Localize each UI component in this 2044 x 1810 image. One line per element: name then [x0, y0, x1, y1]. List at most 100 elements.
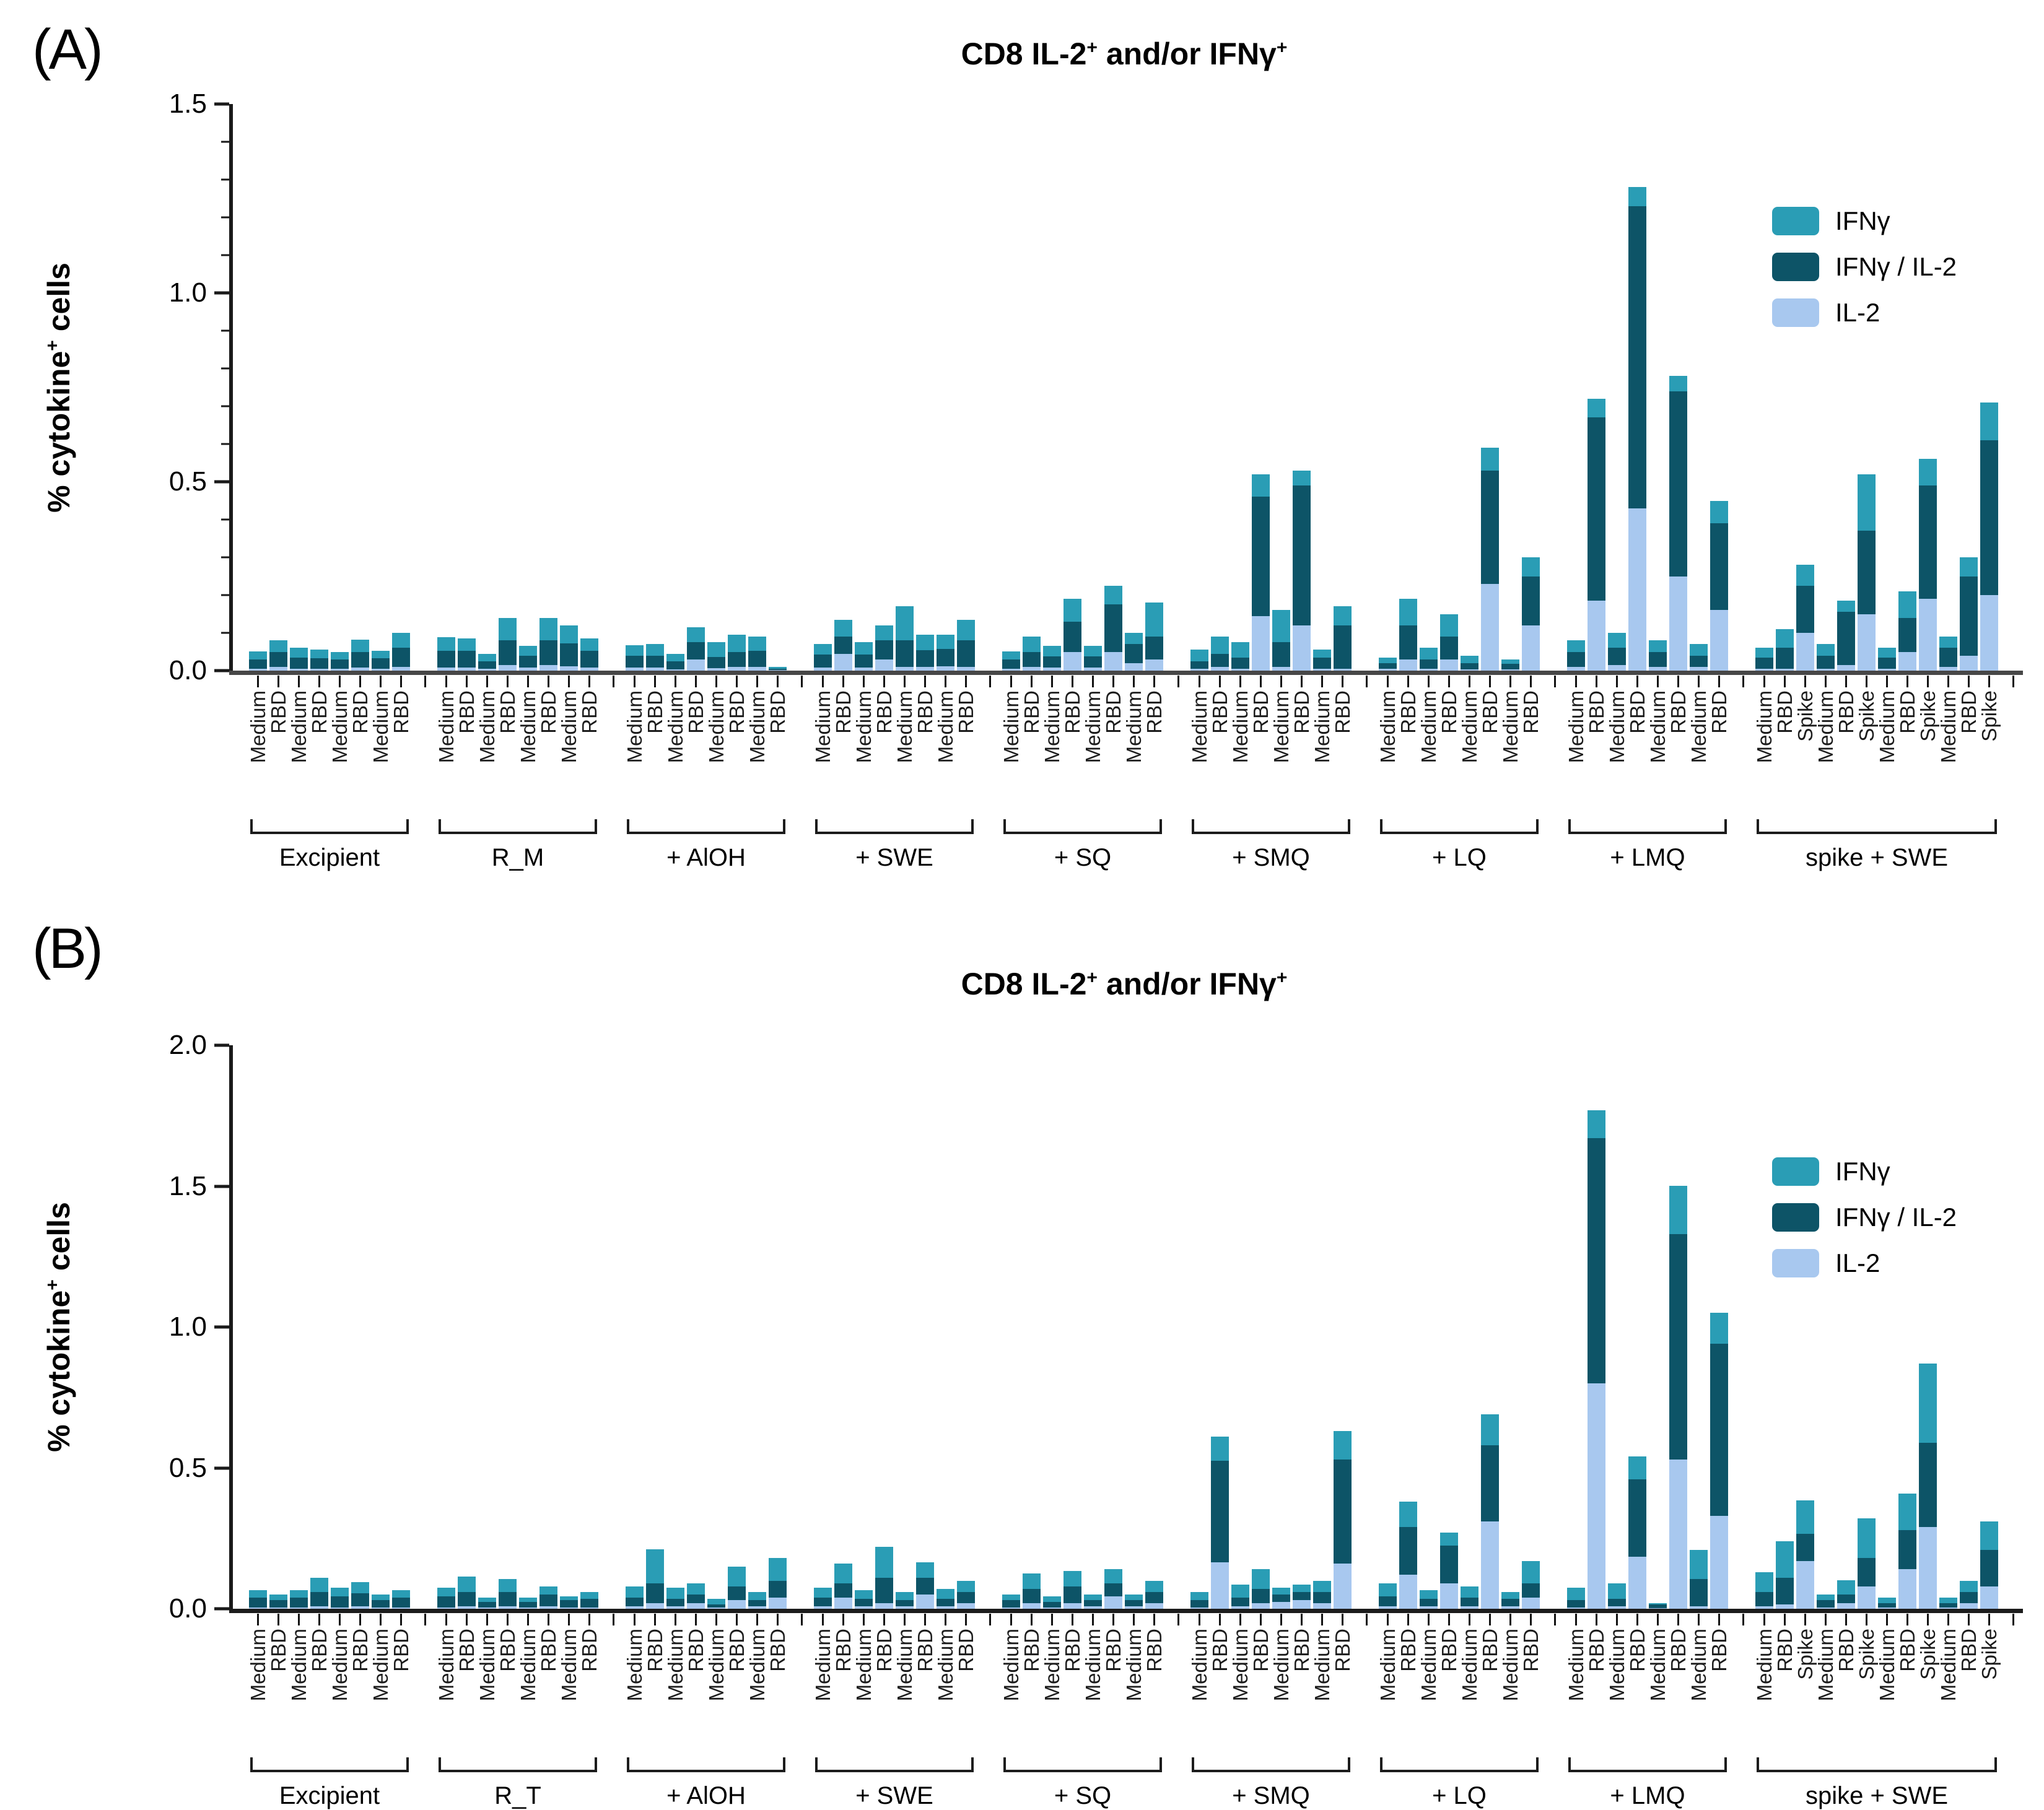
x-tick-mark — [1153, 1614, 1155, 1625]
x-tick-mark — [945, 676, 946, 687]
segment-ifng-il2 — [1063, 1586, 1081, 1603]
x-tick-slot — [331, 676, 349, 687]
panel-b-ytick-label-0: 0.0 — [168, 1593, 207, 1624]
x-label-slot: Medium — [1814, 1629, 1837, 1701]
segment-ifng — [1379, 1583, 1397, 1596]
segment-il2 — [728, 1600, 746, 1609]
segment-ifng-il2 — [1063, 621, 1081, 652]
bar-label-rbd: RBD — [725, 1629, 748, 1672]
segment-il2 — [896, 666, 914, 671]
segment-ifng — [499, 1579, 517, 1592]
bar-label-rbd: RBD — [766, 690, 789, 734]
segment-ifng-il2 — [1755, 657, 1773, 669]
panel-b--aloh-bar-0-medium — [626, 1586, 644, 1609]
x-label-slot: RBD — [1626, 1629, 1649, 1672]
x-label-slot: RBD — [1061, 1629, 1084, 1672]
x-label-slot: RBD — [1957, 690, 1980, 734]
bar-label-medium: Medium — [287, 1629, 310, 1702]
x-tick-slot — [1084, 676, 1102, 687]
segment-ifng-il2 — [1379, 663, 1397, 669]
x-tick-slot — [539, 1614, 557, 1625]
x-tick-slot — [290, 676, 308, 687]
segment-ifng — [1440, 614, 1458, 637]
panel-b-ylabel-run-0: % cytokine — [41, 1290, 76, 1452]
panel-b-group-8-ticks — [1755, 1614, 2014, 1625]
bar-label-rbd: RBD — [1143, 690, 1166, 734]
panel-a-r-m-bar-4-medium — [519, 646, 537, 671]
segment-ifng-il2 — [499, 1591, 517, 1606]
segment-il2 — [1125, 1606, 1143, 1609]
panel-b-group-6-bar-labels: Medium RBD Medium RBD Medium RBD Medium RBD — [1376, 1629, 1542, 1701]
x-tick-slot — [1567, 676, 1585, 687]
x-tick-mark — [675, 676, 676, 687]
x-tick-mark — [1051, 676, 1053, 687]
segment-ifng — [290, 648, 308, 658]
segment-ifng-il2 — [916, 1577, 934, 1595]
panel-a-group-1-bracket — [439, 819, 597, 834]
panel-a-group-3-bracket — [815, 819, 974, 834]
segment-ifng — [769, 1558, 787, 1581]
x-label-slot: RBD — [954, 690, 977, 734]
panel-b-group-7-name: + LMQ — [1610, 1782, 1685, 1809]
x-tick-slot — [1023, 1614, 1041, 1625]
x-tick-slot — [1919, 1614, 1937, 1625]
segment-ifng — [1588, 1110, 1605, 1139]
panel-b--sq-bar-5-rbd — [1104, 1569, 1122, 1609]
panel-a--swe-bar-6-medium — [937, 635, 954, 671]
x-label-slot: Medium — [247, 1629, 269, 1701]
panel-a-group-1-name: R_M — [491, 844, 544, 871]
segment-ifng-il2 — [1960, 1591, 1978, 1603]
segment-ifng — [1898, 1493, 1916, 1530]
x-label-slot: RBD — [455, 1629, 478, 1672]
x-tick-slot — [1980, 676, 1998, 687]
x-label-slot: Spike — [1916, 1629, 1939, 1680]
panel-b-group-1-ticks — [437, 1614, 614, 1625]
x-label-slot: Medium — [557, 690, 580, 763]
x-tick-slot — [1522, 1614, 1540, 1625]
panel-b-ytick-mark-2 — [214, 1325, 229, 1329]
panel-a-group-5-ticks — [1190, 676, 1368, 687]
panel-a-legend-item-0: IFNγ — [1772, 206, 1957, 236]
segment-il2 — [1669, 1459, 1687, 1609]
panel-b--lmq-bar-4-medium — [1649, 1603, 1667, 1609]
x-tick-mark — [1280, 1614, 1282, 1625]
panel-a-ytick-minor — [221, 443, 229, 445]
x-label-slot: Medium — [435, 690, 458, 763]
panel-a--lq-bar-7-rbd — [1522, 557, 1540, 671]
bar-label-rbd: RBD — [644, 1629, 666, 1672]
x-tick-mark — [466, 676, 468, 687]
x-tick-slot — [560, 1614, 578, 1625]
segment-ifng-il2 — [351, 1593, 369, 1606]
bar-label-rbd: RBD — [1061, 1629, 1084, 1672]
panel-a-legend-item-2: IL-2 — [1772, 298, 1957, 328]
bar-label-rbd: RBD — [684, 1629, 707, 1672]
segment-ifng — [1837, 601, 1855, 612]
panel-b--lmq-bar-3-rbd — [1628, 1456, 1646, 1609]
x-tick-slot — [1272, 1614, 1290, 1625]
x-tick-slot — [1817, 1614, 1835, 1625]
panel-b-excipient-bar-2-medium — [290, 1590, 308, 1609]
segment-il2 — [1252, 1603, 1270, 1609]
x-tick-mark — [1092, 676, 1094, 687]
bar-label-rbd: RBD — [832, 1629, 855, 1672]
panel-b--lmq-bar-0-medium — [1567, 1587, 1585, 1609]
x-tick-slot — [499, 676, 517, 687]
x-label-slot: Medium — [1458, 690, 1481, 763]
panel-a-group-4-ticks — [1002, 676, 1179, 687]
x-label-slot: RBD — [267, 1629, 290, 1672]
segment-ifng-il2 — [1796, 1534, 1814, 1561]
panel-a-group-1-ticks — [437, 676, 614, 687]
x-tick-mark — [1927, 1614, 1929, 1625]
segment-ifng — [957, 619, 975, 641]
x-label-slot: RBD — [1585, 1629, 1608, 1672]
segment-il2 — [1211, 1562, 1229, 1609]
x-tick-slot — [1272, 676, 1290, 687]
panel-a-ytick-mark-3 — [214, 102, 229, 106]
panel-b--sq-bar-2-medium — [1043, 1596, 1061, 1609]
x-tick-slot — [1145, 1614, 1163, 1625]
segment-ifng — [916, 635, 934, 650]
segment-ifng — [269, 640, 287, 652]
panel-a-ytick-minor — [221, 405, 229, 407]
bar-label-rbd: RBD — [1626, 1629, 1649, 1672]
x-label-slot: Medium — [517, 690, 539, 763]
